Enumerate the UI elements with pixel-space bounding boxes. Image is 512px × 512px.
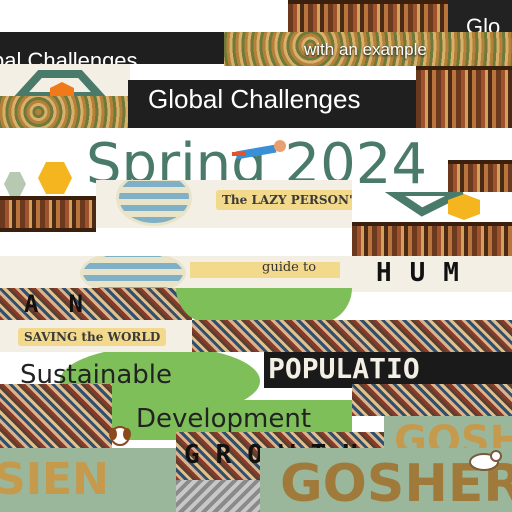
banner-stripe [190, 262, 340, 278]
title-black-tile-main: Global Challenges [128, 80, 416, 128]
bookshelf-image-mid-left [0, 196, 96, 232]
illustrated-figure-icon [232, 136, 292, 170]
title-fragment-bal-challenges: bal Challenges [0, 48, 138, 64]
human-tile: HUM [352, 256, 512, 292]
sage-hexagon-icon [0, 170, 30, 198]
guide-to-label: guide to [262, 260, 317, 275]
saving-world-banner: SAVING the WORLD [18, 328, 167, 346]
human-stencil-title: HUM [376, 258, 477, 288]
guide-tile: guide to [0, 256, 352, 292]
cat-icon [469, 450, 502, 471]
an-stencil-label: AN [24, 290, 113, 318]
crowd-image-mid [192, 320, 512, 352]
leaves-image-strip: with an example [224, 32, 512, 66]
yellow-hexagon-icon [30, 158, 80, 198]
lazy-person-banner: The LAZY PERSON'S [216, 190, 352, 210]
dog-icon-tile [104, 424, 136, 448]
crowd-image-left: AN [0, 288, 192, 320]
development-label: Development [136, 404, 312, 434]
crowd-image-lower [352, 384, 512, 416]
globe-icon [116, 180, 192, 226]
green-circle-tile [176, 288, 352, 324]
population-stencil-title: POPULATIO [268, 352, 420, 385]
page-title: Global Challenges [148, 84, 361, 114]
title-fragment-glo: Glo [466, 14, 501, 32]
crowd-image-left-lower [0, 384, 112, 448]
spring-tile: Spring 2024 [0, 128, 512, 198]
sien-tile: SIEN [0, 448, 176, 512]
cat-icon-tile [464, 448, 504, 472]
title-black-tile-left: bal Challenges [0, 32, 224, 64]
dog-icon [109, 426, 131, 446]
saving-world-tile: SAVING the WORLD [0, 320, 192, 352]
bookshelf-image-right [416, 66, 512, 134]
globe-icon-lower [80, 256, 186, 292]
lazy-person-tile: The LAZY PERSON'S [96, 180, 352, 228]
subtitle-with-example: with an example [304, 40, 427, 59]
population-tile: POPULATIO [264, 352, 512, 388]
sien-label: SIEN [0, 454, 109, 505]
title-black-tile-top: Glo [448, 0, 512, 32]
